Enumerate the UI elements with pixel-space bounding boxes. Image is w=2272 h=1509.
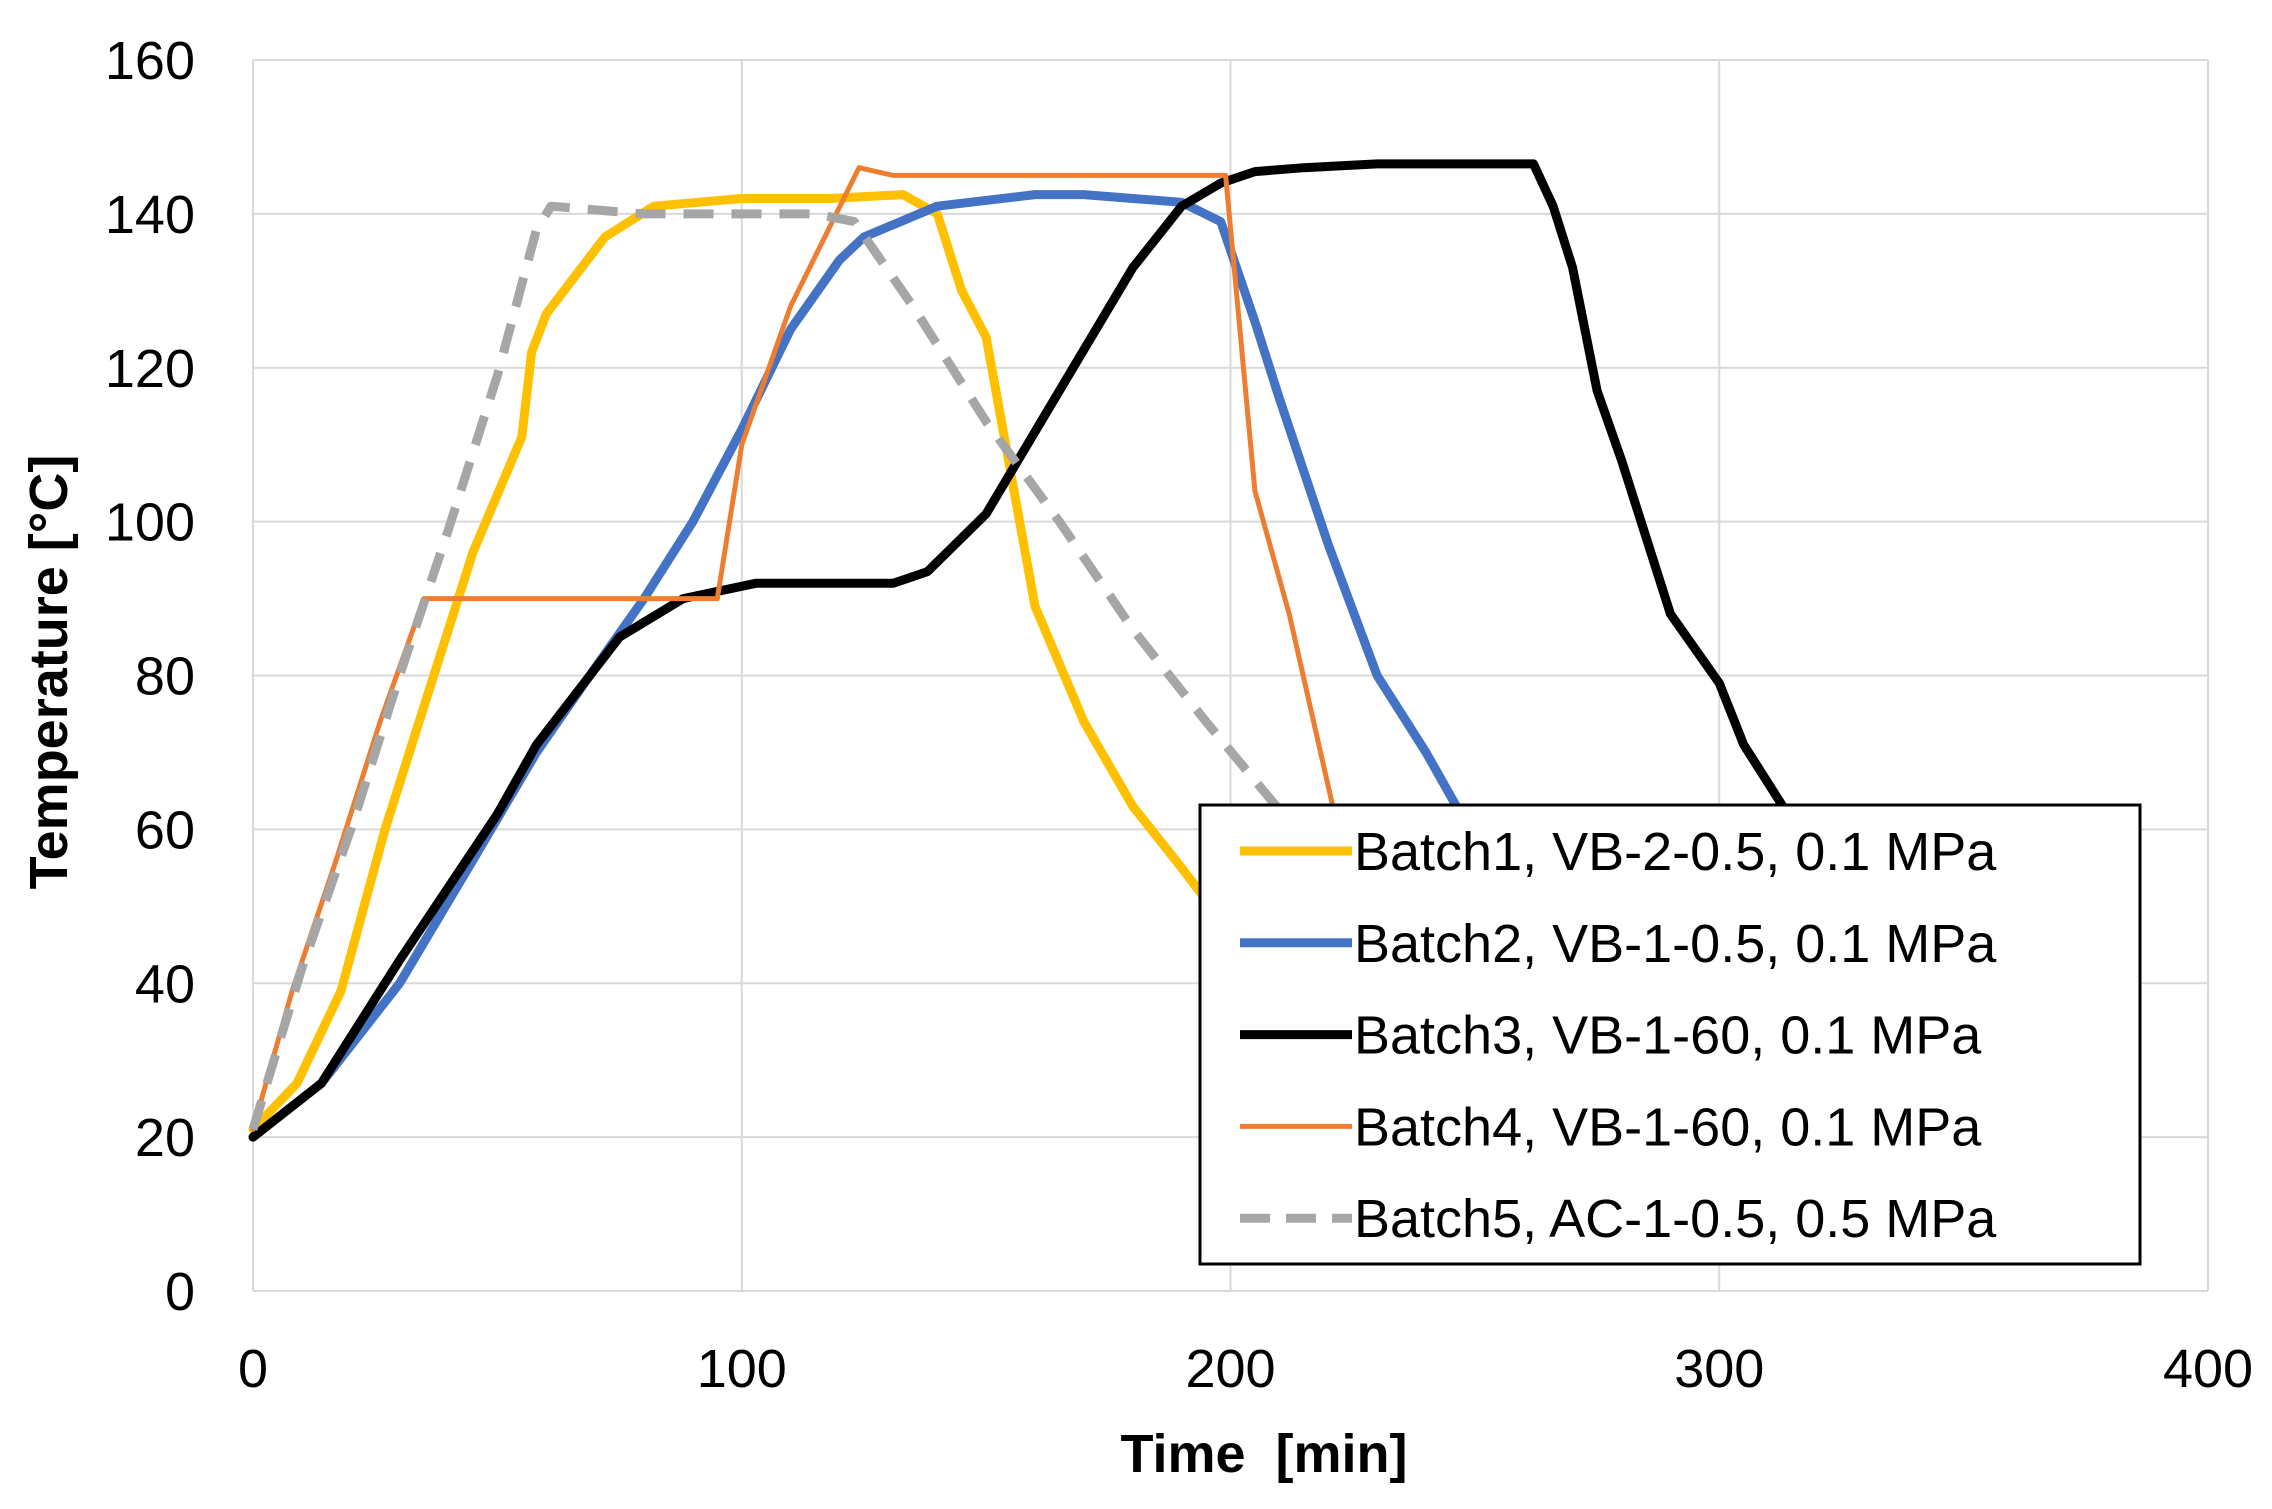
x-tick-label: 0: [238, 1339, 268, 1399]
x-tick-label: 300: [1674, 1339, 1764, 1399]
x-tick-label: 100: [697, 1339, 787, 1399]
y-tick-label: 160: [105, 31, 195, 91]
y-tick-label: 40: [135, 954, 195, 1014]
y-tick-label: 100: [105, 493, 195, 553]
series-line-batch5: [248, 201, 1293, 1131]
x-axis-title: Time [min]: [1120, 1424, 1407, 1484]
legend-label-batch3: Batch3, VB-1-60, 0.1 MPa: [1354, 1006, 1982, 1066]
y-tick-label: 20: [135, 1108, 195, 1168]
legend-label-batch2: Batch2, VB-1-0.5, 0.1 MPa: [1354, 914, 1997, 974]
y-tick-label: 140: [105, 185, 195, 245]
series-line-batch1: [248, 190, 1216, 1134]
legend-box: [1198, 803, 2142, 1266]
y-tick-label: 80: [135, 647, 195, 707]
x-tick-label: 400: [2163, 1339, 2253, 1399]
data-series: [248, 159, 1798, 1142]
x-tick-label: 200: [1185, 1339, 1275, 1399]
y-axis-title: Temperature [°C]: [19, 455, 79, 890]
series-line-batch3: [248, 159, 1798, 1142]
legend-label-batch1: Batch1, VB-2-0.5, 0.1 MPa: [1354, 822, 1997, 882]
y-tick-label: 120: [105, 339, 195, 399]
legend-label-batch5: Batch5, AC-1-0.5, 0.5 MPa: [1354, 1189, 1997, 1249]
legend: Batch1, VB-2-0.5, 0.1 MPa Batch2, VB-1-0.…: [1198, 803, 2142, 1266]
y-tick-label: 60: [135, 800, 195, 860]
axes: [252, 60, 2208, 1292]
y-tick-label: 0: [165, 1262, 195, 1322]
gridlines: [253, 59, 2209, 1291]
legend-label-batch4: Batch4, VB-1-60, 0.1 MPa: [1354, 1097, 1982, 1157]
series-line-batch4: [250, 165, 1341, 1132]
tick-labels: 0 20 40 60 80 100 120 140 160 0 100 200 300 400: [105, 31, 2253, 1399]
